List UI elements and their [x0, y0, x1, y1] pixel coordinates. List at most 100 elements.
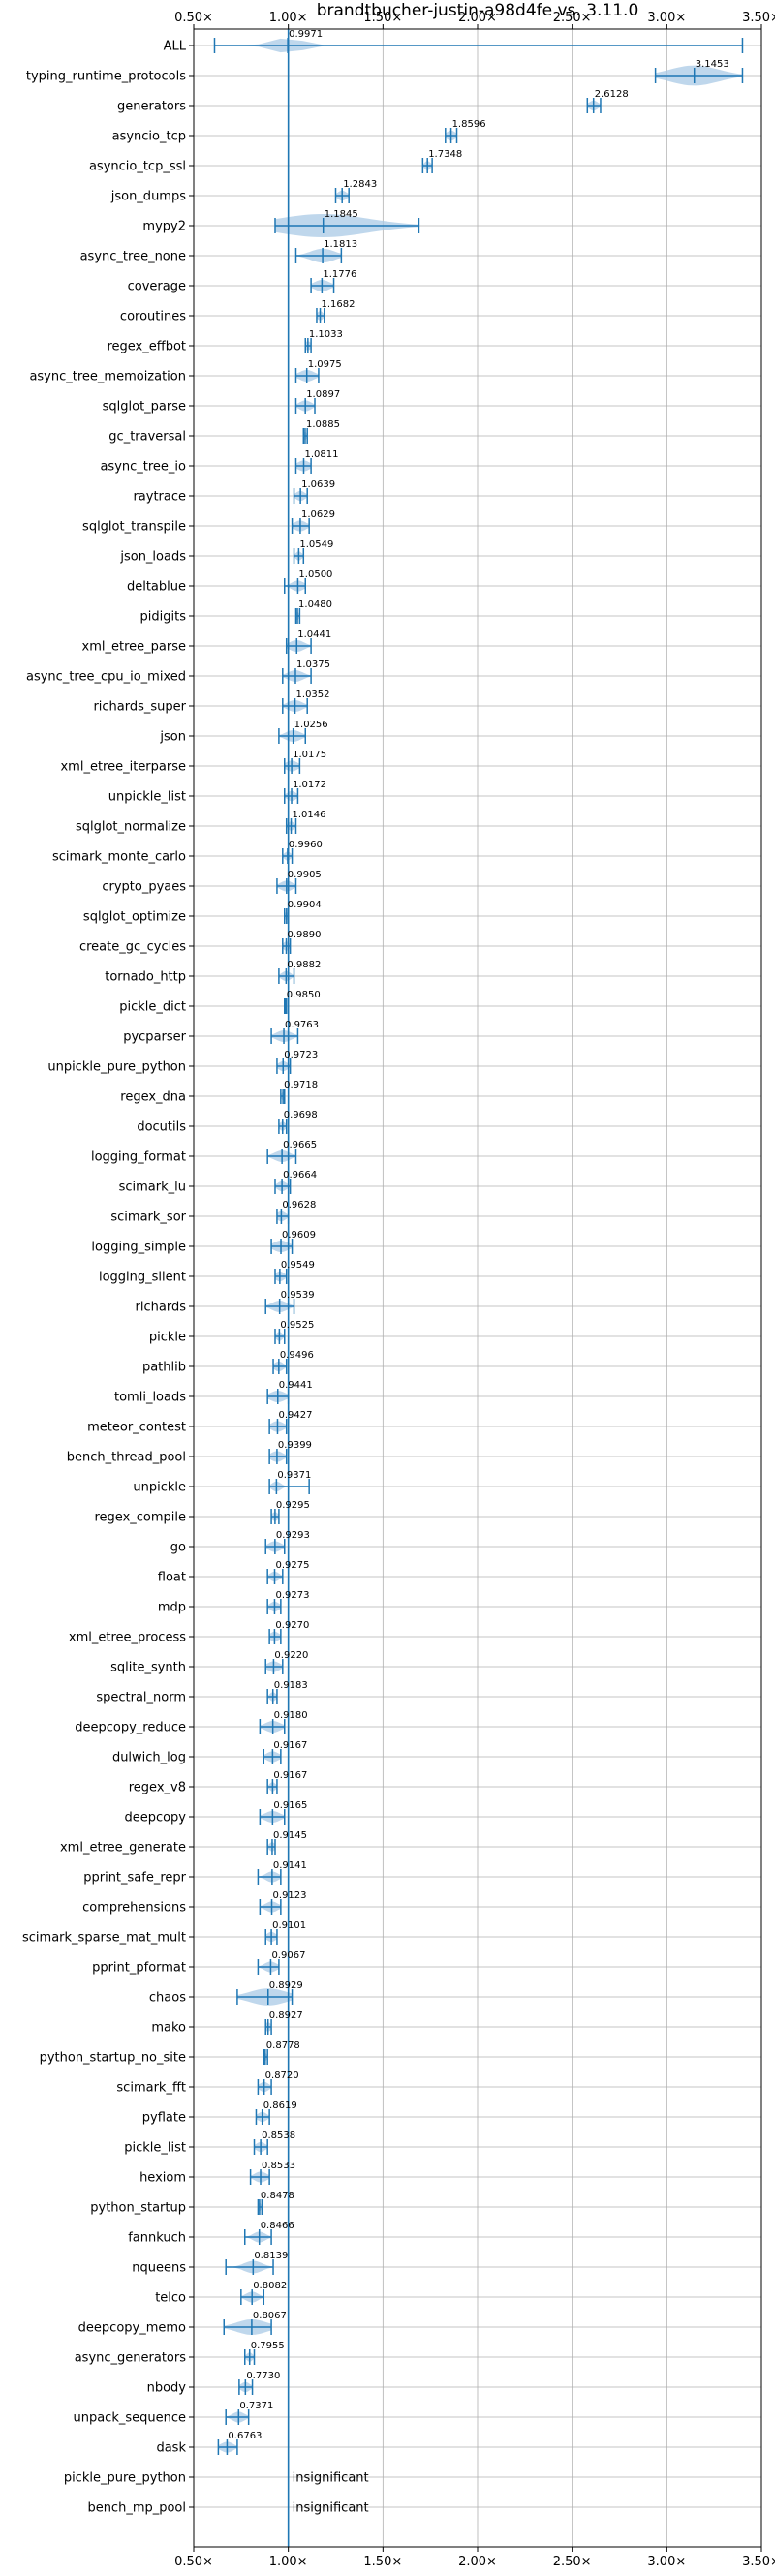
category-label: ALL: [164, 40, 187, 54]
category-label: unpickle: [133, 1481, 186, 1495]
value-label: 1.0172: [293, 780, 326, 790]
value-label: 1.0885: [306, 419, 340, 430]
category-label: float: [158, 1571, 186, 1585]
category-label: regex_compile: [94, 1511, 186, 1525]
category-label: sqlglot_normalize: [76, 820, 186, 835]
value-label: 0.9904: [288, 900, 322, 910]
value-label: 0.9180: [274, 1710, 308, 1721]
value-label: 0.8929: [269, 1980, 303, 1991]
value-label: 1.1033: [309, 329, 343, 340]
value-label-layer: 0.9971 3.1453 2.6128 1.8596 1.7348 1.2843 1.18…: [228, 29, 728, 2516]
category-label: logging_format: [91, 1150, 186, 1165]
category-label: pathlib: [142, 1361, 186, 1375]
category-label: pickle_list: [124, 2141, 186, 2156]
category-label: async_generators: [75, 2351, 187, 2366]
value-label: 0.9905: [288, 870, 322, 880]
category-label: python_startup_no_site: [40, 2051, 186, 2066]
insignificant-label: insignificant: [293, 2471, 369, 2486]
value-label: 0.9165: [273, 1800, 307, 1811]
value-label: 1.0441: [297, 629, 331, 640]
x-tick-label-top: 0.50×: [174, 11, 213, 25]
value-label: 0.9723: [284, 1050, 318, 1060]
value-label: 1.0175: [293, 750, 326, 760]
value-label: 0.8067: [253, 2311, 287, 2321]
category-label: sqlglot_optimize: [83, 910, 186, 925]
category-label: pprint_pformat: [92, 1961, 186, 1976]
value-label: 0.9427: [278, 1410, 312, 1421]
category-label: scimark_monte_carlo: [52, 850, 186, 865]
value-label: 0.9525: [280, 1320, 314, 1331]
value-label: 0.9371: [277, 1470, 311, 1481]
violin-layer: [213, 38, 744, 2455]
value-label: 1.1813: [324, 239, 357, 250]
category-label: async_tree_none: [80, 250, 186, 264]
insignificant-label: insignificant: [293, 2501, 369, 2516]
value-label: 1.2843: [343, 179, 377, 190]
category-label: xml_etree_process: [69, 1631, 186, 1645]
value-label: 0.9220: [274, 1650, 308, 1661]
value-label: 0.9763: [285, 1020, 319, 1030]
category-label: richards: [136, 1301, 187, 1315]
category-label: async_tree_cpu_io_mixed: [26, 670, 186, 685]
value-label: 1.1776: [323, 269, 356, 280]
value-label: 0.8478: [261, 2191, 294, 2201]
category-label: json_dumps: [110, 190, 186, 204]
value-label: 0.6763: [228, 2431, 262, 2441]
value-label: 0.9145: [273, 1830, 307, 1841]
value-label: 0.8139: [254, 2251, 288, 2261]
category-label: dask: [156, 2441, 186, 2456]
category-label: nqueens: [132, 2261, 186, 2276]
category-label: asyncio_tcp: [112, 130, 186, 144]
value-label: 1.0256: [294, 720, 328, 730]
category-label: chaos: [149, 1991, 186, 2006]
value-label: 0.9123: [273, 1890, 307, 1901]
category-label: deltablue: [127, 580, 186, 595]
category-label: json: [159, 730, 186, 745]
x-tick-label-bottom: 1.00×: [269, 2555, 308, 2569]
category-label: unpickle_list: [108, 790, 186, 805]
axis-layer: 0.50× 0.50× 1.00× 1.00× 1.50× 1.50× 2.00× 2.00×…: [22, 11, 775, 2569]
x-tick-label-bottom: 2.00×: [458, 2555, 497, 2569]
category-label: pidigits: [140, 610, 187, 625]
x-tick-label-bottom: 2.50×: [553, 2555, 592, 2569]
category-label: telco: [155, 2291, 186, 2306]
x-tick-label-bottom: 3.50×: [742, 2555, 775, 2569]
value-label: 0.9141: [273, 1860, 307, 1871]
x-tick-label-top: 3.50×: [742, 11, 775, 25]
value-label: 1.0352: [296, 690, 330, 700]
category-label: dulwich_log: [112, 1751, 186, 1765]
value-label: 0.9183: [274, 1680, 308, 1691]
value-label: 0.8778: [266, 2040, 300, 2051]
value-label: 1.1845: [325, 209, 358, 220]
x-tick-label-top: 2.50×: [553, 11, 592, 25]
category-label: sqlite_synth: [110, 1661, 186, 1675]
value-label: 0.9441: [279, 1380, 313, 1391]
category-label: regex_dna: [120, 1090, 186, 1105]
category-label: deepcopy_memo: [78, 2321, 186, 2336]
x-tick-label-top: 1.50×: [363, 11, 402, 25]
value-label: 0.9067: [271, 1950, 305, 1961]
category-label: crypto_pyaes: [102, 880, 186, 895]
value-label: 0.9882: [287, 960, 321, 970]
category-label: go: [170, 1541, 186, 1555]
value-label: 0.9890: [288, 930, 322, 940]
category-label: typing_runtime_protocols: [26, 70, 186, 84]
value-label: 0.8533: [262, 2161, 295, 2171]
x-tick-label-top: 1.00×: [269, 11, 308, 25]
value-label: 1.0639: [301, 479, 335, 490]
category-label: spectral_norm: [96, 1691, 186, 1705]
value-label: 1.8596: [452, 119, 486, 130]
value-label: 0.9167: [273, 1770, 307, 1781]
category-label: mdp: [158, 1601, 186, 1615]
category-label: coroutines: [120, 310, 186, 324]
category-label: gc_traversal: [108, 430, 186, 445]
category-label: regex_v8: [129, 1781, 186, 1795]
value-label: 0.8082: [253, 2281, 287, 2291]
value-label: 0.9718: [284, 1080, 318, 1090]
category-label: pickle_dict: [119, 1000, 186, 1015]
value-label: 0.9971: [289, 29, 323, 40]
category-label: pprint_safe_repr: [83, 1871, 186, 1886]
value-label: 0.9293: [276, 1530, 310, 1541]
category-label: richards_super: [93, 700, 186, 715]
